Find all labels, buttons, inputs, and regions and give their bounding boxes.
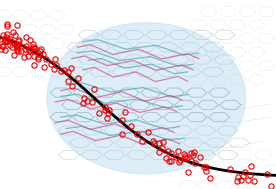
Ellipse shape — [47, 23, 246, 174]
